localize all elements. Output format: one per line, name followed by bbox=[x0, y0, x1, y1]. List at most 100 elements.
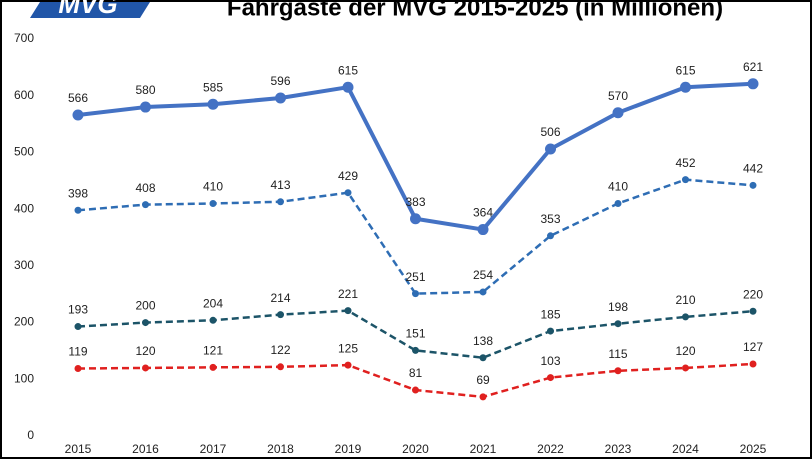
data-label: 570 bbox=[608, 89, 628, 103]
point bbox=[680, 81, 691, 93]
data-label: 151 bbox=[405, 327, 425, 341]
x-tick-label: 2020 bbox=[402, 442, 429, 456]
point bbox=[547, 232, 554, 240]
y-tick-label: 300 bbox=[14, 258, 34, 272]
x-tick-label: 2024 bbox=[672, 442, 699, 456]
x-tick-label: 2025 bbox=[740, 442, 767, 456]
x-tick-label: 2019 bbox=[335, 442, 362, 456]
point bbox=[342, 81, 354, 93]
series-line bbox=[77, 309, 754, 359]
point bbox=[747, 78, 759, 90]
data-label: 408 bbox=[135, 181, 155, 195]
chart-title: Fahrgäste der MVG 2015-2025 (in Millione… bbox=[227, 0, 723, 21]
data-label: 566 bbox=[68, 91, 88, 105]
data-label: 138 bbox=[473, 334, 493, 348]
data-label: 200 bbox=[135, 299, 155, 313]
data-label: 410 bbox=[203, 180, 223, 194]
data-label: 251 bbox=[405, 270, 425, 284]
point bbox=[682, 364, 689, 372]
data-label: 254 bbox=[473, 268, 493, 282]
y-tick-label: 500 bbox=[14, 145, 34, 159]
data-label: 506 bbox=[540, 125, 560, 139]
data-label: 210 bbox=[675, 293, 695, 307]
point bbox=[477, 224, 489, 236]
series-line bbox=[77, 178, 754, 295]
point bbox=[479, 393, 487, 401]
point bbox=[547, 374, 554, 382]
data-label: 383 bbox=[405, 195, 425, 209]
point bbox=[682, 176, 689, 184]
point bbox=[277, 198, 284, 206]
data-label: 413 bbox=[270, 178, 290, 192]
point bbox=[74, 206, 82, 214]
point bbox=[277, 363, 284, 371]
data-label: 615 bbox=[675, 63, 695, 77]
data-label: 125 bbox=[338, 341, 358, 355]
data-label: 621 bbox=[743, 60, 763, 74]
data-label: 69 bbox=[476, 373, 490, 387]
data-label: 220 bbox=[743, 287, 763, 301]
point bbox=[74, 323, 82, 331]
point bbox=[614, 320, 622, 328]
point bbox=[209, 363, 217, 371]
x-tick-label: 2023 bbox=[605, 442, 632, 456]
point bbox=[277, 311, 284, 319]
data-label: 122 bbox=[270, 343, 290, 357]
data-label: 81 bbox=[409, 366, 423, 380]
data-label: 120 bbox=[135, 344, 155, 358]
point bbox=[682, 313, 689, 321]
point bbox=[72, 109, 84, 121]
data-label: 204 bbox=[203, 296, 223, 310]
logo: MVG bbox=[30, 0, 150, 19]
point bbox=[74, 365, 82, 373]
point bbox=[140, 101, 151, 113]
data-label: 121 bbox=[203, 344, 223, 358]
y-tick-label: 600 bbox=[14, 88, 34, 102]
point bbox=[209, 199, 217, 207]
point bbox=[479, 288, 487, 296]
point bbox=[142, 364, 149, 372]
data-label: 585 bbox=[203, 80, 223, 94]
x-tick-label: 2021 bbox=[470, 442, 497, 456]
y-tick-label: 100 bbox=[14, 371, 34, 385]
data-label: 580 bbox=[135, 83, 155, 97]
data-label: 221 bbox=[338, 287, 358, 301]
point bbox=[749, 181, 757, 189]
point bbox=[749, 307, 757, 315]
point bbox=[547, 327, 554, 335]
data-label: 214 bbox=[270, 291, 290, 305]
data-label: 120 bbox=[675, 344, 695, 358]
data-label: 429 bbox=[338, 169, 358, 183]
point bbox=[479, 354, 487, 362]
data-label: 103 bbox=[540, 354, 560, 368]
x-tick-label: 2017 bbox=[200, 442, 227, 456]
y-tick-label: 0 bbox=[27, 428, 34, 442]
data-label: 115 bbox=[608, 347, 627, 361]
logo-shape bbox=[30, 2, 150, 18]
x-tick-label: 2022 bbox=[537, 442, 564, 456]
point bbox=[614, 367, 622, 375]
point bbox=[412, 346, 419, 354]
data-label: 353 bbox=[540, 212, 560, 226]
x-tick-label: 2018 bbox=[267, 442, 294, 456]
point bbox=[612, 107, 624, 119]
point bbox=[142, 319, 149, 327]
y-tick-label: 700 bbox=[14, 31, 34, 45]
data-label: 398 bbox=[68, 186, 88, 200]
point bbox=[412, 290, 419, 298]
x-tick-label: 2015 bbox=[65, 442, 92, 456]
data-label: 198 bbox=[608, 300, 628, 314]
data-label: 364 bbox=[473, 206, 493, 220]
data-label: 596 bbox=[270, 74, 290, 88]
data-label: 185 bbox=[540, 307, 560, 321]
point bbox=[275, 92, 286, 104]
data-label: 193 bbox=[68, 303, 88, 317]
data-label: 127 bbox=[743, 340, 763, 354]
y-tick-label: 200 bbox=[14, 315, 34, 329]
data-label: 119 bbox=[68, 345, 87, 359]
point bbox=[545, 143, 556, 155]
point bbox=[412, 386, 419, 394]
data-label: 442 bbox=[743, 161, 763, 175]
y-tick-label: 400 bbox=[14, 201, 34, 215]
